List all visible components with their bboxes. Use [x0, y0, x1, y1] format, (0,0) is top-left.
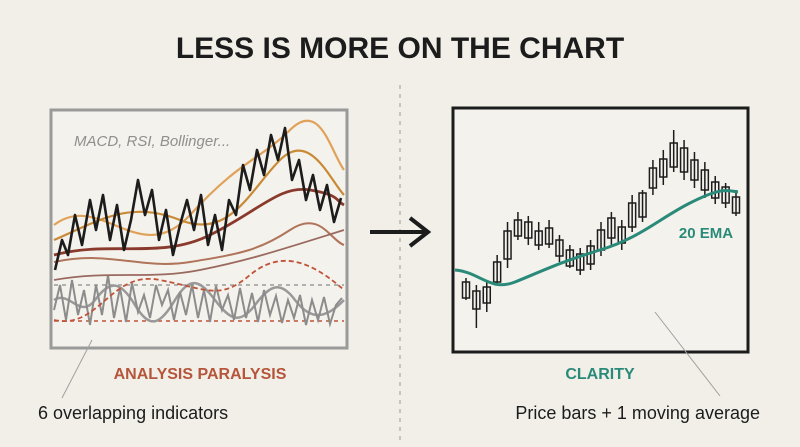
- price-line: [53, 126, 343, 271]
- title: LESS IS MORE ON THE CHART: [176, 32, 624, 65]
- pointer: [61, 339, 93, 399]
- pointer: [654, 311, 721, 397]
- panel-label: ANALYSIS PARALYSIS: [114, 366, 287, 383]
- caption: 6 overlapping indicators: [38, 403, 228, 423]
- line-label: 20 EMA: [679, 225, 733, 242]
- band-line: [53, 222, 345, 265]
- left-panel: MACD, RSI, Bollinger...: [49, 108, 349, 350]
- arrow: [370, 216, 432, 248]
- oscillator: [53, 274, 343, 328]
- band-line: [53, 119, 345, 237]
- ema-line: [454, 189, 739, 287]
- panel-label: CLARITY: [565, 366, 635, 383]
- annotation: MACD, RSI, Bollinger...: [74, 133, 230, 150]
- band-line: [53, 229, 345, 281]
- caption: Price bars + 1 moving average: [515, 403, 760, 423]
- signal-line: [53, 259, 345, 323]
- right-panel: 20 EMA: [451, 106, 750, 354]
